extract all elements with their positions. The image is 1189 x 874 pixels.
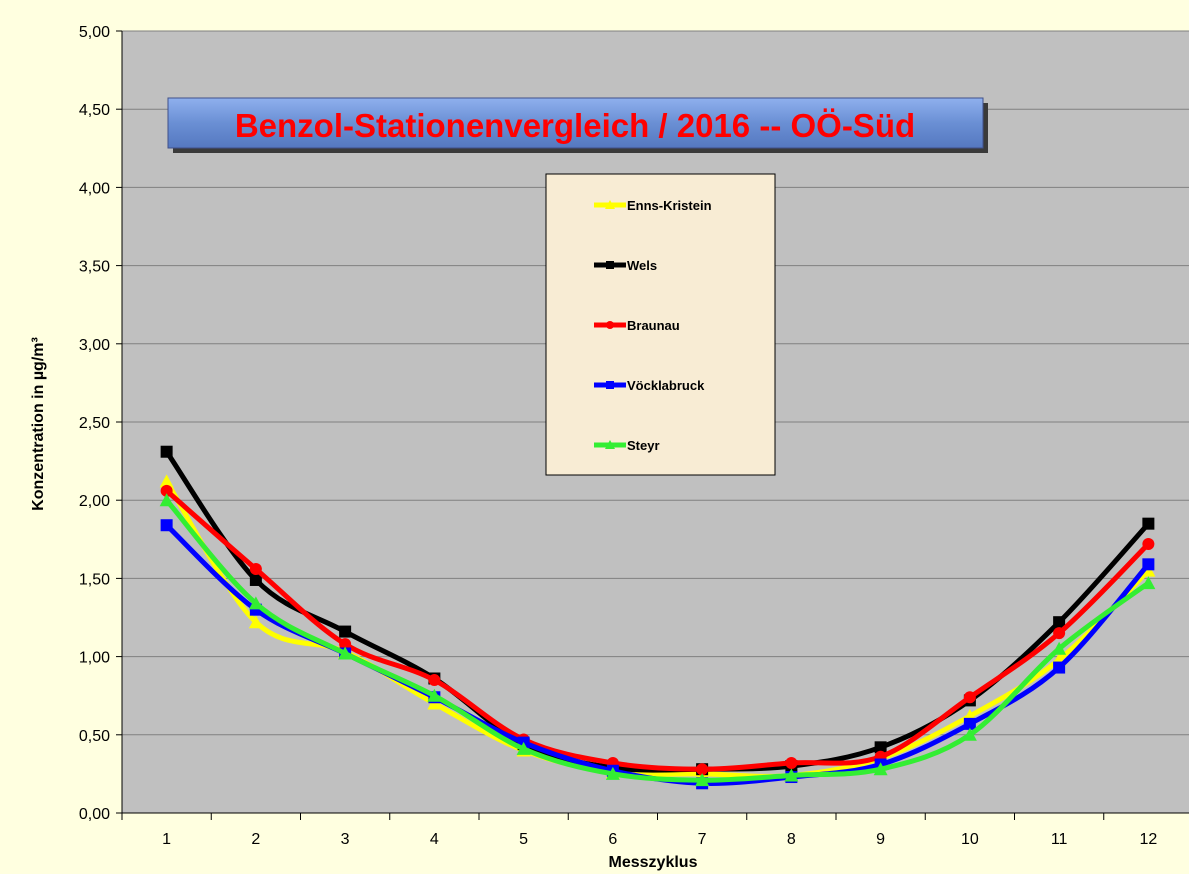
x-axis-title: Messzyklus <box>609 854 698 871</box>
legend-marker <box>605 200 615 209</box>
data-point <box>159 474 174 488</box>
data-point <box>1053 661 1066 674</box>
legend-label: Steyr <box>627 438 660 453</box>
legend-label: Wels <box>627 258 657 273</box>
data-point <box>874 741 887 754</box>
x-tick-label: 12 <box>1139 831 1157 848</box>
axis-ticks: 0,00 0,50 1,00 1,50 2,00 2,50 3,00 3,50 4,00 4,50… <box>79 24 1189 848</box>
legend-marker <box>606 321 614 329</box>
x-tick-label: 8 <box>787 831 796 848</box>
y-tick-label: 0,50 <box>79 728 110 745</box>
y-axis-title: Konzentration in µg/m³ <box>30 337 47 511</box>
data-point <box>428 674 441 687</box>
x-tick-label: 7 <box>698 831 707 848</box>
x-tick-label: 1 <box>162 831 171 848</box>
data-point <box>605 766 620 780</box>
data-point <box>784 768 799 782</box>
data-point <box>249 563 262 576</box>
data-point <box>963 691 976 704</box>
data-point <box>248 615 263 629</box>
legend: Enns-Kristein Wels Braunau Vöcklabruck Steyr <box>545 173 776 476</box>
x-tick-label: 5 <box>519 831 528 848</box>
data-point <box>962 727 977 741</box>
chart-title: Benzol-Stationenvergleich / 2016 -- OÖ-S… <box>235 107 915 144</box>
data-point <box>1142 558 1155 571</box>
y-tick-label: 0,00 <box>79 806 110 823</box>
data-point <box>160 519 173 532</box>
data-point <box>339 625 352 638</box>
y-tick-label: 2,00 <box>79 493 110 510</box>
y-tick-label: 3,50 <box>79 259 110 276</box>
x-tick-label: 11 <box>1051 831 1068 848</box>
data-point <box>427 688 442 702</box>
data-point <box>1053 616 1066 629</box>
legend-label: Vöcklabruck <box>627 378 705 393</box>
data-point <box>516 741 531 755</box>
legend-label: Braunau <box>627 318 680 333</box>
y-tick-label: 4,50 <box>79 102 110 119</box>
legend-box <box>545 173 776 476</box>
y-tick-label: 5,00 <box>79 24 110 41</box>
y-tick-label: 1,50 <box>79 571 110 588</box>
data-point <box>160 484 173 497</box>
legend-marker <box>606 381 614 389</box>
series-braunau <box>160 484 1155 776</box>
chart-title-box: Benzol-Stationenvergleich / 2016 -- OÖ-S… <box>167 97 988 153</box>
series-line <box>164 478 1151 779</box>
data-point <box>1053 627 1066 640</box>
data-point <box>1142 537 1155 550</box>
x-tick-label: 9 <box>876 831 885 848</box>
data-point <box>160 445 173 458</box>
data-point <box>249 573 262 586</box>
series-steyr <box>159 493 1156 787</box>
y-tick-label: 3,00 <box>79 337 110 354</box>
data-point <box>338 646 353 660</box>
legend-marker <box>605 440 615 449</box>
y-tick-label: 2,50 <box>79 415 110 432</box>
data-point <box>963 717 976 730</box>
legend-label: Enns-Kristein <box>627 198 712 213</box>
data-point <box>1141 576 1156 590</box>
series-lines <box>159 445 1156 790</box>
data-point <box>248 596 263 610</box>
data-point <box>159 493 174 507</box>
x-tick-label: 2 <box>251 831 260 848</box>
data-point <box>1052 641 1067 655</box>
x-tick-label: 3 <box>341 831 350 848</box>
x-tick-label: 10 <box>961 831 979 848</box>
legend-marker <box>606 261 614 269</box>
data-point <box>785 756 798 769</box>
data-point <box>695 773 710 787</box>
y-tick-label: 1,00 <box>79 650 110 667</box>
series-line <box>164 497 1151 783</box>
series-line <box>164 488 1151 772</box>
data-point <box>873 762 888 776</box>
data-point <box>339 638 352 651</box>
data-point <box>696 763 709 776</box>
x-tick-label: 4 <box>430 831 439 848</box>
data-point <box>1142 517 1155 530</box>
y-tick-label: 4,00 <box>79 180 110 197</box>
x-tick-label: 6 <box>608 831 617 848</box>
